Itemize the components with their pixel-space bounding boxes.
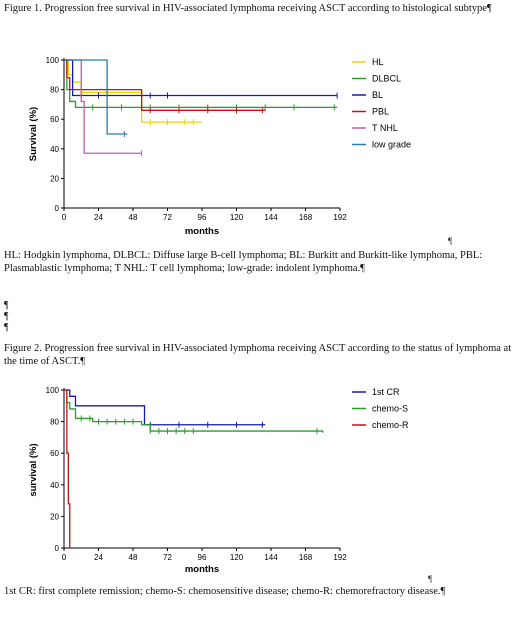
y-tick-label: 20 <box>50 512 59 521</box>
legend-label: HL <box>372 57 384 67</box>
y-tick-label: 60 <box>50 449 59 458</box>
x-tick-label: 24 <box>94 553 103 562</box>
series-line-pbl <box>64 59 266 111</box>
x-tick-label: 144 <box>264 213 278 222</box>
x-tick-label: 72 <box>163 213 172 222</box>
figure1-chart: 0 20 40 60 80 100 0 24 48 72 96 120 144 168 192 Surviva… <box>28 56 411 237</box>
y-tick-label: 40 <box>50 481 59 490</box>
y-tick-label: 0 <box>55 204 60 213</box>
legend-label: 1st CR <box>372 387 400 397</box>
series-line-chemo-r <box>64 389 71 548</box>
x-tick-label: 120 <box>230 553 244 562</box>
y-tick-label: 100 <box>46 386 60 395</box>
y-tick-label: 100 <box>46 56 60 65</box>
series-line-dlbcl <box>64 59 338 109</box>
x-tick-label: 0 <box>62 213 67 222</box>
x-tick-label: 72 <box>163 553 172 562</box>
figure2-chart: 0 20 40 60 80 100 0 24 48 72 96 120 144 168 192 surviva… <box>28 386 409 575</box>
figure2-caption: 1st CR: first complete remission; chemo-… <box>4 586 446 597</box>
x-tick-label: 192 <box>333 553 347 562</box>
y-tick-label: 60 <box>50 115 59 124</box>
y-tick-label: 80 <box>50 86 59 95</box>
x-tick-label: 168 <box>299 553 313 562</box>
figure2-caption-mark: ¶ <box>428 574 433 584</box>
x-tick-label: 96 <box>198 553 207 562</box>
figure1-title: Figure 1. Progression free survival in H… <box>4 3 492 14</box>
y-tick-label: 0 <box>55 544 60 553</box>
y-tick-label: 80 <box>50 418 59 427</box>
x-tick-label: 24 <box>94 213 103 222</box>
blank-paragraph-mark: ¶ <box>4 300 9 311</box>
x-tick-label: 48 <box>129 213 138 222</box>
y-axis-label: survival (%) <box>28 443 39 496</box>
y-axis-label: Survival (%) <box>28 107 39 161</box>
figure1-caption: HL: Hodgkin lymphoma, DLBCL: Diffuse lar… <box>4 250 483 274</box>
legend-label: T NHL <box>372 123 398 133</box>
x-tick-label: 144 <box>264 553 278 562</box>
legend-label: low grade <box>372 140 411 150</box>
x-axis-label: months <box>185 226 219 237</box>
x-tick-label: 120 <box>230 213 244 222</box>
blank-paragraph-mark: ¶ <box>4 311 9 322</box>
legend-label: DLBCL <box>372 74 401 84</box>
x-tick-label: 168 <box>299 213 313 222</box>
x-tick-label: 0 <box>62 553 67 562</box>
x-tick-label: 96 <box>198 213 207 222</box>
series-line-1st-cr <box>64 389 266 426</box>
figure1-caption-mark: ¶ <box>448 236 453 246</box>
y-tick-label: 20 <box>50 174 59 183</box>
figure2-title: Figure 2. Progression free survival in H… <box>4 343 512 367</box>
x-tick-label: 192 <box>333 213 347 222</box>
legend-label: BL <box>372 90 383 100</box>
series-line-chemo-s <box>64 389 324 433</box>
x-tick-label: 48 <box>129 553 138 562</box>
legend-label: chemo-S <box>372 404 408 414</box>
x-axis-label: months <box>185 564 219 575</box>
y-tick-label: 40 <box>50 145 59 154</box>
legend-label: PBL <box>372 107 389 117</box>
series-line-low-grade <box>64 59 128 135</box>
legend-label: chemo-R <box>372 420 409 430</box>
blank-paragraph-mark: ¶ <box>4 322 9 333</box>
